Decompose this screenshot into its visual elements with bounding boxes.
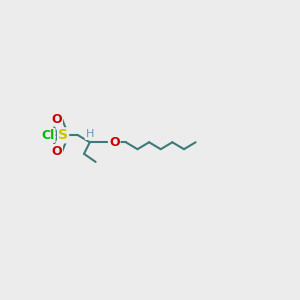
Text: O: O xyxy=(109,136,119,149)
Text: O: O xyxy=(51,113,62,126)
Text: H: H xyxy=(85,129,94,139)
Text: O: O xyxy=(51,145,62,158)
Text: Cl: Cl xyxy=(41,129,55,142)
Text: S: S xyxy=(58,128,68,142)
